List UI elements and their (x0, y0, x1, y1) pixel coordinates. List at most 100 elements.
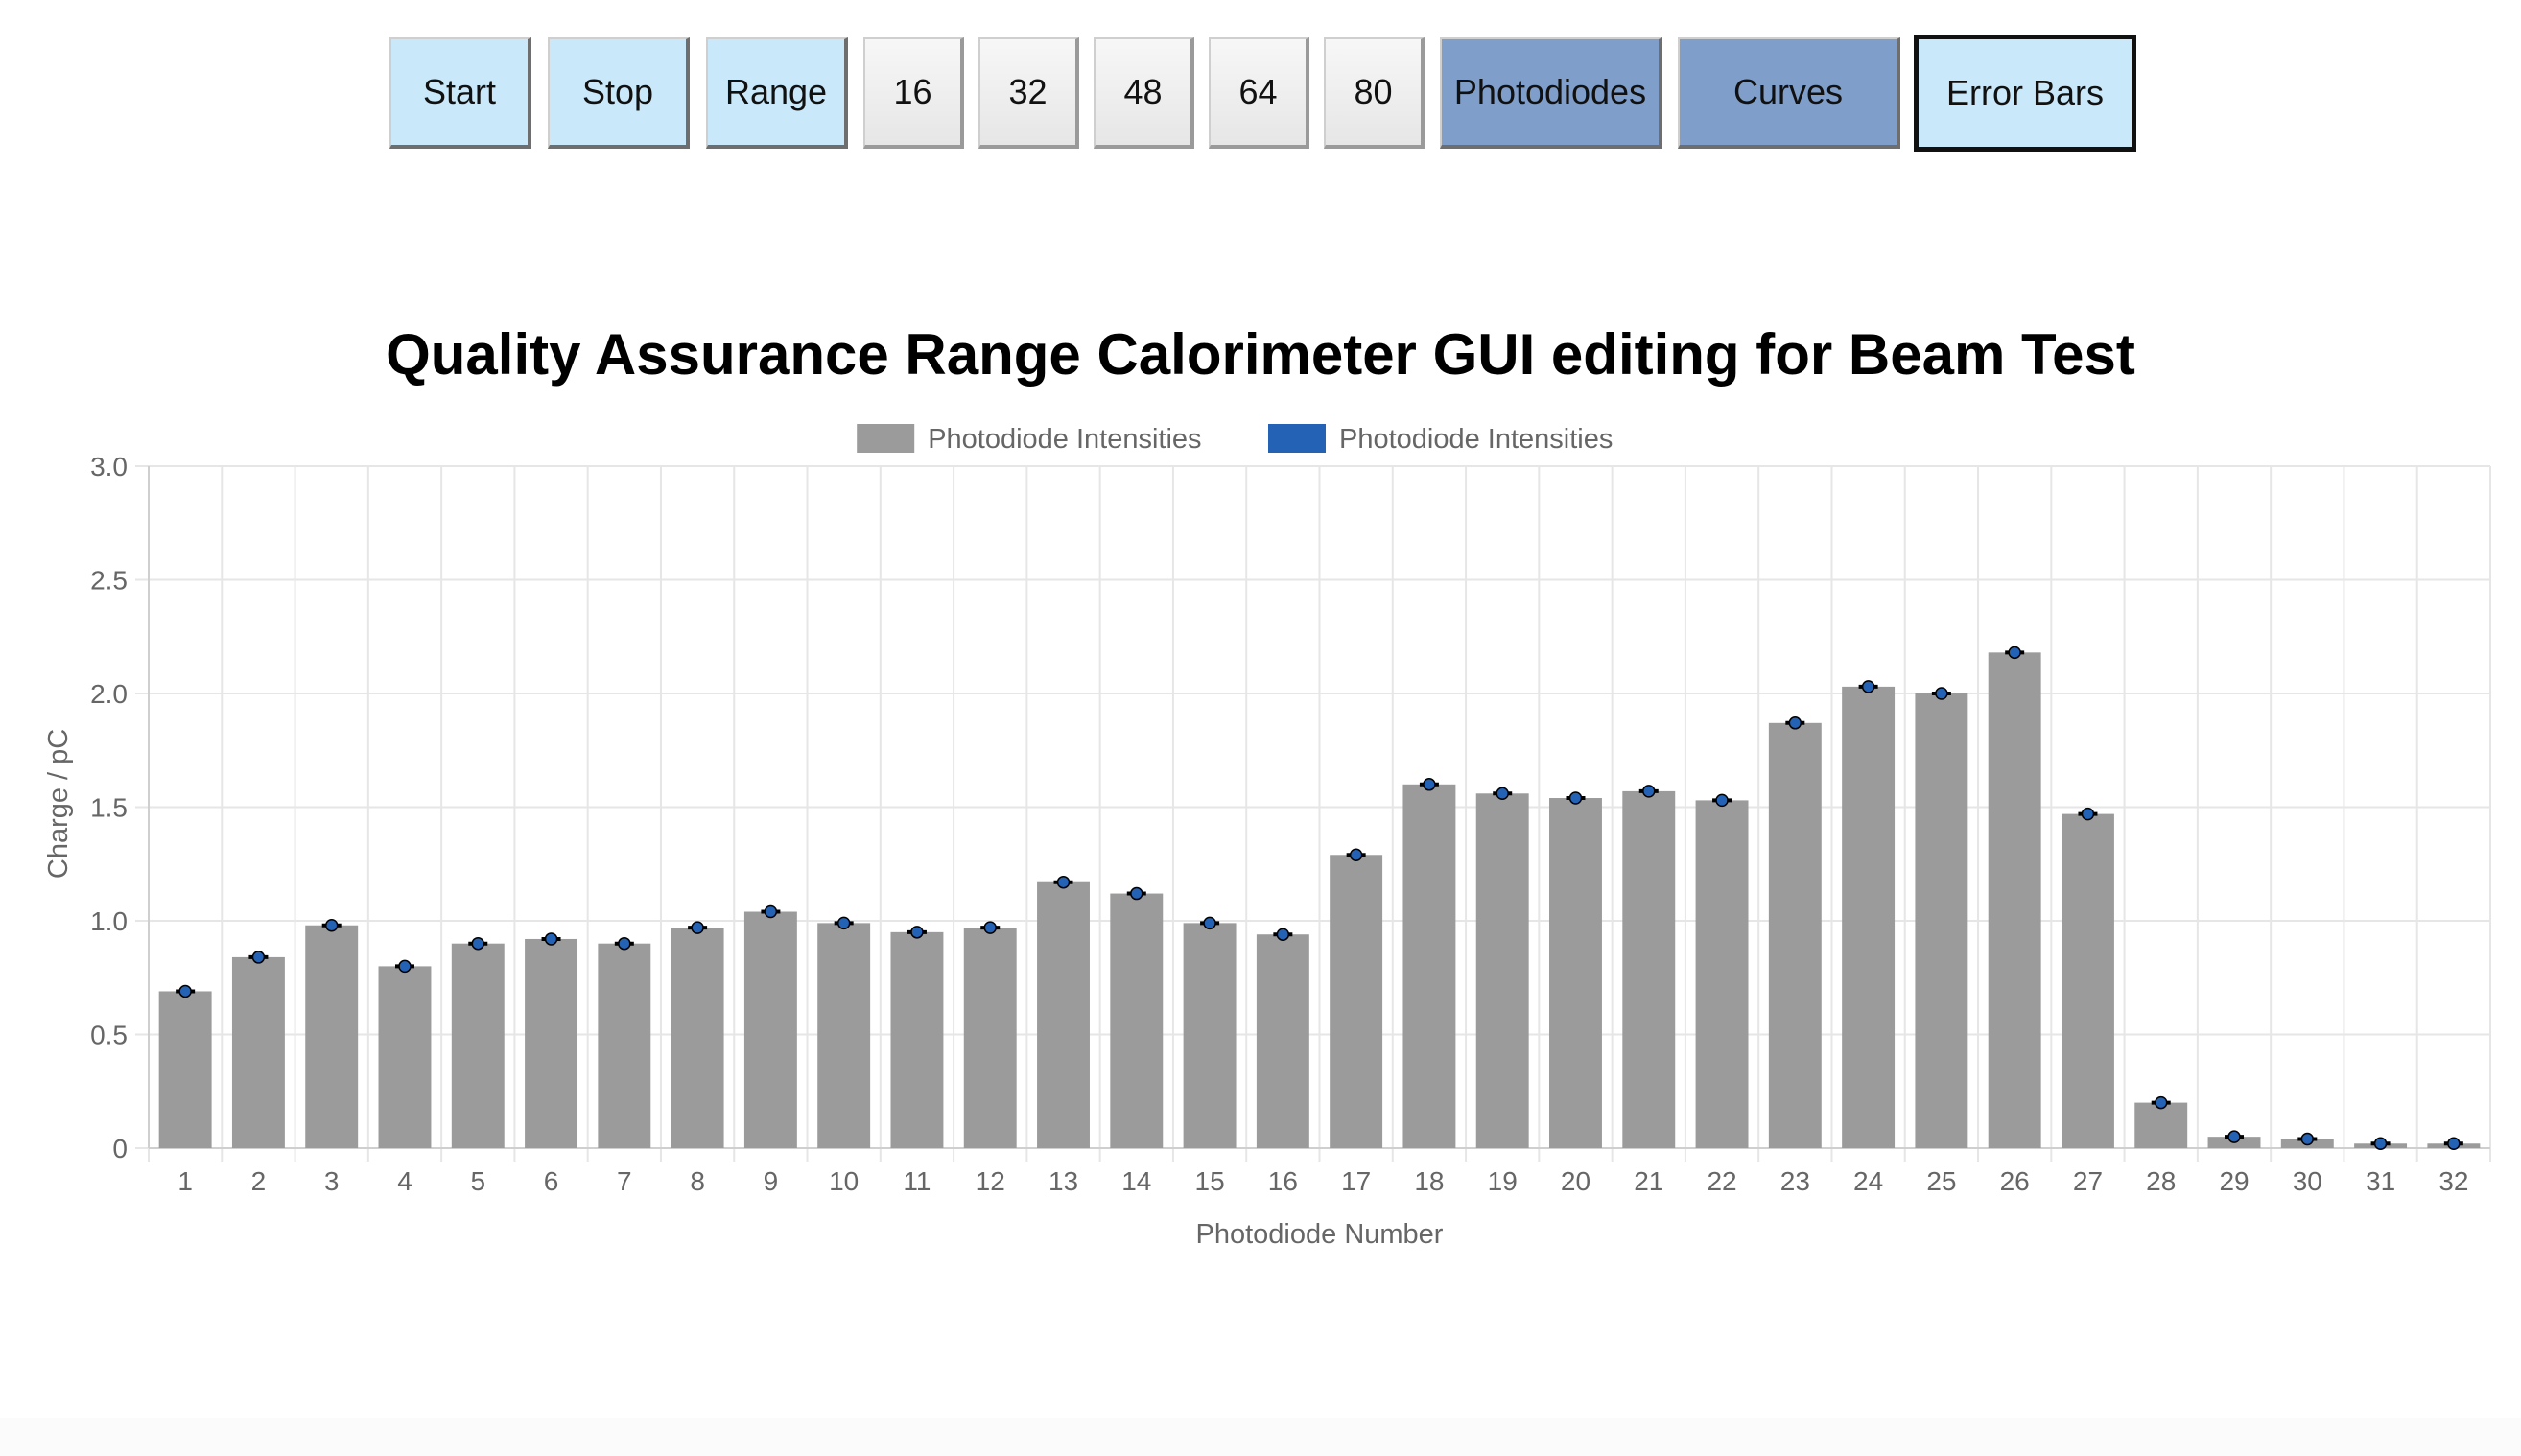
y-tick-label: 2.5 (90, 566, 128, 596)
bar (378, 966, 432, 1148)
bar (671, 928, 724, 1148)
x-tick-label: 32 (2439, 1166, 2468, 1196)
range-48-button[interactable]: 48 (1094, 37, 1194, 149)
error-bar-point (471, 936, 485, 951)
error-bar-point (2300, 1132, 2315, 1146)
x-tick-label: 19 (1488, 1166, 1518, 1196)
bar (231, 956, 285, 1148)
legend-swatch (1268, 424, 1326, 453)
x-tick-label: 11 (903, 1166, 931, 1196)
x-tick-label: 16 (1268, 1166, 1298, 1196)
y-axis-title: Charge / pC (43, 729, 74, 879)
footer-band (0, 1418, 2521, 1456)
x-tick-label: 12 (976, 1166, 1005, 1196)
x-tick-label: 2 (251, 1166, 267, 1196)
range-80-button[interactable]: 80 (1324, 37, 1425, 149)
stop-button[interactable]: Stop (548, 37, 690, 149)
error-bar-point (1642, 785, 1656, 798)
x-tick-label: 3 (324, 1166, 340, 1196)
x-tick-label: 25 (1926, 1166, 1956, 1196)
bar-chart: 00.51.01.52.02.53.01 2 3 4 5 6 7 8 9 10 11 12 13 14 15… (43, 424, 2491, 1250)
error-bar-point (1568, 791, 1583, 805)
legend-swatch (857, 424, 915, 453)
bar (1330, 855, 1383, 1148)
error-bar-point (1276, 928, 1290, 941)
x-tick-label: 4 (397, 1166, 412, 1196)
x-tick-label: 26 (2000, 1166, 2030, 1196)
bar (2061, 813, 2114, 1148)
bar (2134, 1102, 2188, 1148)
bar (1402, 784, 1456, 1148)
bar (817, 923, 871, 1148)
bar (963, 928, 1017, 1148)
x-tick-label: 1 (177, 1166, 193, 1196)
x-tick-label: 17 (1341, 1166, 1371, 1196)
y-tick-label: 3.0 (90, 452, 128, 481)
error-bar-point (2227, 1130, 2241, 1143)
error-bar-point (983, 921, 997, 934)
error-bars-button[interactable]: Error Bars (1914, 35, 2136, 152)
curves-button[interactable]: Curves (1678, 37, 1900, 149)
bar (1256, 934, 1309, 1148)
legend-label: Photodiode Intensities (1339, 424, 1613, 455)
error-bar-point (1056, 875, 1071, 889)
error-bar-point (1423, 778, 1436, 791)
x-tick-label: 13 (1048, 1166, 1078, 1196)
bar (1183, 923, 1237, 1148)
error-bar-point (2447, 1137, 2461, 1151)
range-button[interactable]: Range (706, 37, 848, 149)
error-bar-point (836, 916, 851, 930)
y-tick-label: 1.5 (90, 793, 128, 823)
x-tick-label: 22 (1707, 1166, 1736, 1196)
x-tick-label: 23 (1780, 1166, 1810, 1196)
bar (1842, 686, 1896, 1148)
bar (1695, 800, 1749, 1148)
bar (890, 931, 944, 1148)
error-bar-point (2154, 1095, 2168, 1110)
range-64-button[interactable]: 64 (1209, 37, 1309, 149)
photodiodes-button[interactable]: Photodiodes (1440, 37, 1662, 149)
error-bar-point (764, 904, 778, 919)
bar (1768, 722, 1822, 1148)
bar (1549, 798, 1602, 1148)
x-tick-label: 29 (2219, 1166, 2249, 1196)
error-bar-point (1496, 787, 1509, 801)
bar (305, 925, 359, 1148)
x-tick-label: 6 (544, 1166, 559, 1196)
error-bar-point (2081, 807, 2095, 821)
bar (158, 991, 212, 1148)
y-tick-label: 0.5 (90, 1021, 128, 1050)
x-tick-label: 7 (617, 1166, 632, 1196)
x-tick-label: 5 (470, 1166, 485, 1196)
toolbar: Start Stop Range 16 32 48 64 80 Photodio… (0, 35, 2521, 152)
x-tick-label: 18 (1414, 1166, 1444, 1196)
range-16-button[interactable]: 16 (863, 37, 964, 149)
x-tick-label: 21 (1634, 1166, 1663, 1196)
x-axis-title: Photodiode Number (1196, 1219, 1444, 1250)
error-bar-point (251, 951, 266, 964)
error-bar-point (1203, 916, 1216, 930)
bar (1915, 693, 1968, 1148)
y-tick-label: 0 (112, 1134, 128, 1163)
error-bar-point (1861, 680, 1875, 693)
bar (1475, 793, 1529, 1148)
x-tick-label: 27 (2073, 1166, 2103, 1196)
error-bar-point (691, 921, 704, 934)
error-bar-point (178, 984, 192, 998)
x-tick-label: 30 (2293, 1166, 2322, 1196)
start-button[interactable]: Start (389, 37, 531, 149)
bar (1988, 652, 2041, 1148)
bar (525, 938, 578, 1148)
x-tick-label: 28 (2146, 1166, 2176, 1196)
bar (1110, 893, 1164, 1148)
error-bar-point (2373, 1137, 2388, 1151)
x-tick-label: 15 (1195, 1166, 1225, 1196)
bar (1037, 881, 1090, 1148)
y-tick-label: 2.0 (90, 679, 128, 709)
chart-title: Quality Assurance Range Calorimeter GUI … (386, 322, 2135, 387)
error-bar-point (2008, 646, 2021, 660)
range-32-button[interactable]: 32 (978, 37, 1079, 149)
error-bar-point (544, 932, 558, 946)
bar (451, 943, 505, 1148)
x-tick-label: 20 (1561, 1166, 1590, 1196)
